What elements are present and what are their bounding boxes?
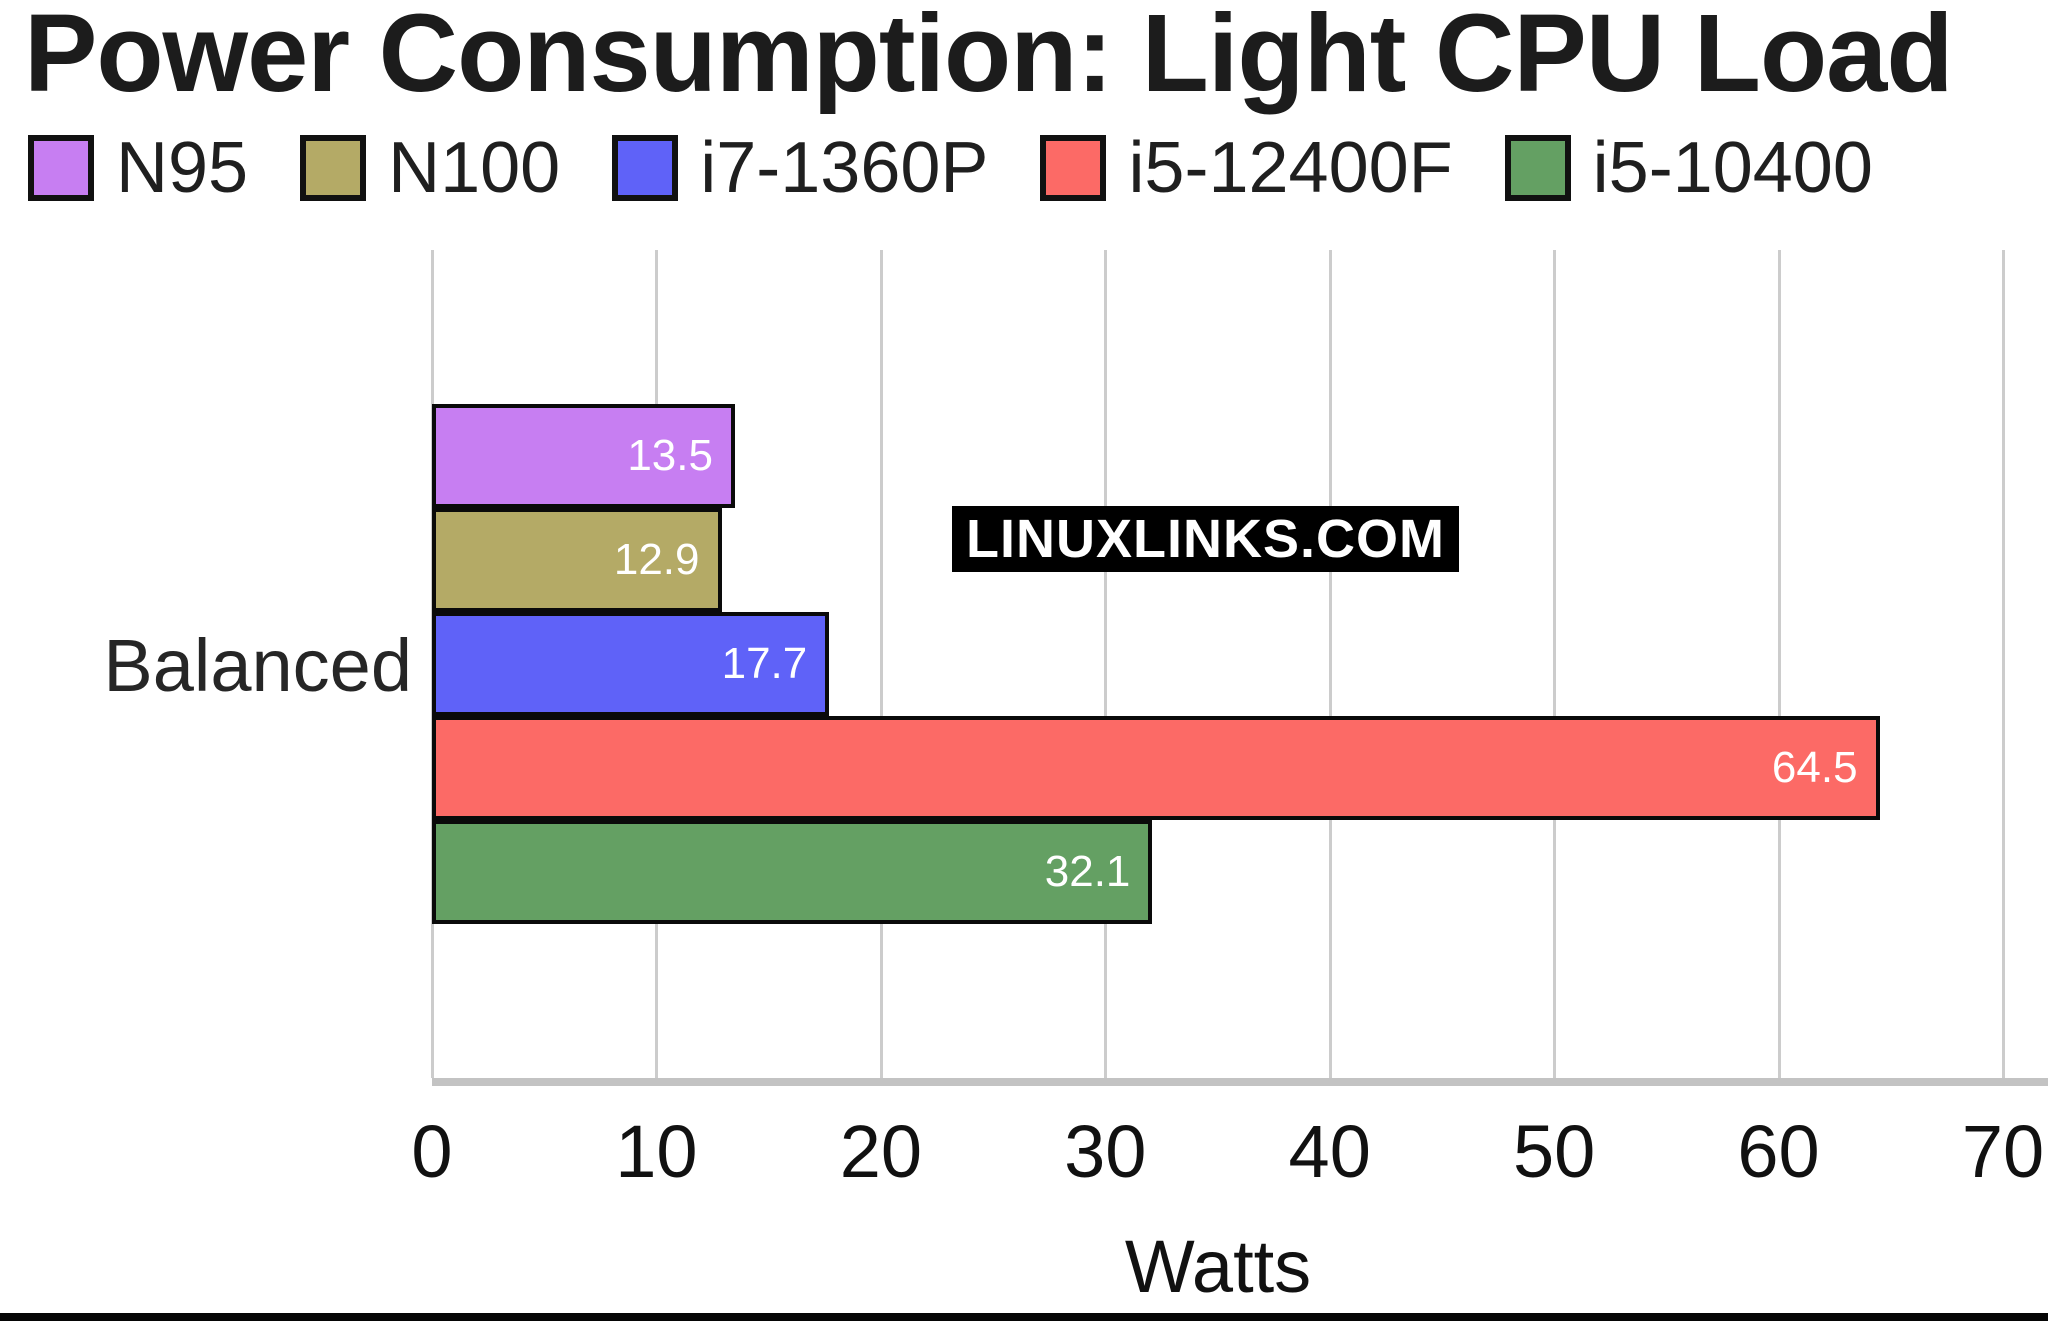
bar-n100: 12.9 xyxy=(432,508,722,612)
legend-swatch-n95 xyxy=(28,135,94,201)
legend-item-i7-1360p: i7-1360P xyxy=(612,132,988,204)
bar-i7-1360p: 17.7 xyxy=(432,612,830,716)
gridline-60 xyxy=(1777,250,1781,1078)
legend-label: N95 xyxy=(116,128,249,208)
legend-swatch-i5-10400 xyxy=(1504,135,1571,201)
x-tick-label-40: 40 xyxy=(1288,1110,1371,1193)
x-axis-line xyxy=(432,1078,2048,1086)
legend-label: i7-1360P xyxy=(700,128,989,208)
bar-i5-10400: 32.1 xyxy=(432,820,1153,924)
bar-group-balanced: 13.5 12.9 17.7 64.5 32.1 xyxy=(432,404,2003,924)
legend-label: i5-12400F xyxy=(1128,128,1453,208)
bar-i5-12400f: 64.5 xyxy=(432,716,1880,820)
legend-label: i5-10400 xyxy=(1592,128,1873,208)
x-tick-label-30: 30 xyxy=(1064,1110,1147,1193)
x-tick-label-70: 70 xyxy=(1961,1110,2045,1193)
x-tick-label-10: 10 xyxy=(615,1110,698,1193)
bar-value-label: 64.5 xyxy=(1771,743,1858,792)
x-axis-title: Watts xyxy=(1124,1225,1312,1308)
bar-value-label: 13.5 xyxy=(627,431,713,480)
bar-value-label: 12.9 xyxy=(613,535,700,584)
x-tick-label-0: 0 xyxy=(411,1110,453,1193)
x-tick-label-60: 60 xyxy=(1737,1110,1820,1193)
legend-item-i5-10400: i5-10400 xyxy=(1504,128,1873,208)
legend-item-n95: N95 xyxy=(28,132,248,204)
bottom-divider xyxy=(0,1313,2048,1321)
legend-item-i5-12400f: i5-12400F xyxy=(1040,128,1453,208)
chart-title: Power Consumption: Light CPU Load xyxy=(24,0,1954,115)
gridline-70 xyxy=(2002,250,2005,1078)
bar-value-label: 17.7 xyxy=(721,639,808,688)
bar-n95: 13.5 xyxy=(432,404,735,508)
legend: N95 N100 i7-1360P i5-12400F i5-10400 xyxy=(28,132,1873,204)
x-tick-label-50: 50 xyxy=(1512,1110,1596,1193)
legend-swatch-i7-1360p xyxy=(612,135,679,201)
x-tick-label-20: 20 xyxy=(839,1110,922,1193)
gridline-50 xyxy=(1553,250,1557,1078)
legend-item-n100: N100 xyxy=(300,132,560,204)
plot-area: 13.5 12.9 17.7 64.5 32.1 xyxy=(431,250,2005,1078)
legend-swatch-n100 xyxy=(300,135,367,201)
legend-swatch-i5-12400f xyxy=(1040,135,1107,201)
gridline-20 xyxy=(879,250,883,1078)
watermark-badge: LINUXLINKS.COM xyxy=(952,506,1459,572)
gridline-30 xyxy=(1104,250,1108,1078)
gridline-40 xyxy=(1328,250,1332,1078)
y-category-label-balanced: Balanced xyxy=(103,624,412,707)
bar-value-label: 32.1 xyxy=(1044,847,1131,896)
legend-label: N100 xyxy=(388,128,561,208)
